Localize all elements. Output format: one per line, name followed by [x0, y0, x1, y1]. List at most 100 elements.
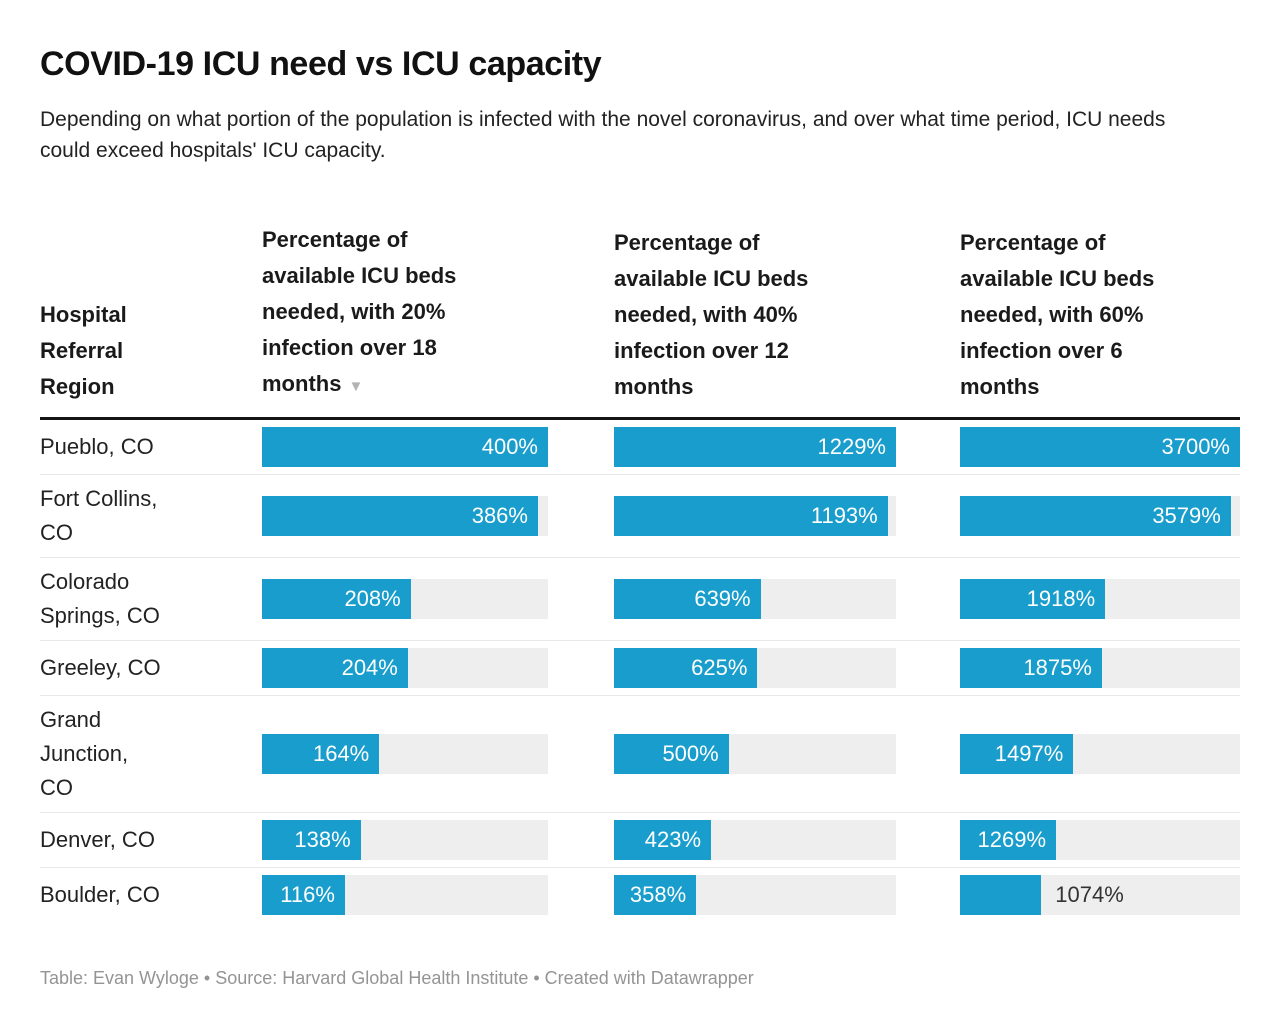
table-row: Denver, CO 138% 423% 1269% — [40, 813, 1240, 868]
bar-track: 1269% — [960, 820, 1240, 860]
value-bar: 1229% — [614, 427, 896, 467]
bar-value-label: 1875% — [1023, 655, 1092, 680]
bar-track: 358% — [614, 875, 896, 915]
bar-value-label: 3579% — [1152, 503, 1221, 528]
bar-cell: 1074% — [960, 875, 1240, 915]
bar-track: 208% — [262, 579, 548, 619]
column-header-20pct-18mo[interactable]: Percentage of available ICU beds needed,… — [262, 222, 474, 405]
table-row: Fort Collins, CO 386% 1193% 3579% — [40, 475, 1240, 558]
bar-value-label: 500% — [662, 741, 719, 766]
region-label: Greeley, CO — [40, 655, 161, 680]
value-bar: 208% — [262, 579, 411, 619]
region-cell: Grand Junction, CO — [40, 703, 262, 805]
bar-cell: 3700% — [960, 427, 1240, 467]
bar-track: 1074% — [960, 875, 1240, 915]
column-header-40pct-12mo[interactable]: Percentage of available ICU beds needed,… — [614, 225, 826, 405]
bar-track: 500% — [614, 734, 896, 774]
bar-cell: 500% — [614, 734, 960, 774]
bar-track: 1229% — [614, 427, 896, 467]
bar-value-label: 358% — [629, 882, 687, 907]
value-bar: 639% — [614, 579, 761, 619]
table-header-row: Hospital Referral Region Percentage of a… — [40, 222, 1240, 420]
region-cell: Colorado Springs, CO — [40, 565, 262, 633]
bar-value-label: 400% — [481, 434, 538, 459]
value-bar: 625% — [614, 648, 758, 688]
bar-cell: 423% — [614, 820, 960, 860]
bar-value-label: 625% — [691, 655, 748, 680]
bar-value-label: 1269% — [977, 827, 1047, 852]
bar-value-label: 1497% — [994, 741, 1064, 766]
bar-cell: 1269% — [960, 820, 1240, 860]
bar-track: 116% — [262, 875, 548, 915]
column-header-60pct-6mo[interactable]: Percentage of available ICU beds needed,… — [960, 225, 1172, 405]
column-header-40pct-12mo-label: Percentage of available ICU beds needed,… — [614, 230, 809, 399]
icu-capacity-table: Hospital Referral Region Percentage of a… — [40, 222, 1240, 922]
value-bar: 116% — [262, 875, 345, 915]
value-bar: 1269% — [960, 820, 1057, 860]
bar-cell: 208% — [262, 579, 614, 619]
bar-value-label: 1918% — [1026, 586, 1096, 611]
bar-value-label: 3700% — [1161, 434, 1230, 459]
table-row: Grand Junction, CO 164% 500% 1497% — [40, 696, 1240, 813]
table-row: Greeley, CO 204% 625% 1875% — [40, 641, 1240, 696]
bar-track: 1193% — [614, 496, 896, 536]
sort-descending-icon: ▼ — [348, 378, 364, 395]
value-bar: 1918% — [960, 579, 1106, 619]
bar-cell: 400% — [262, 427, 614, 467]
bar-value-label: 1074% — [1055, 882, 1124, 907]
bar-track: 386% — [262, 496, 548, 536]
value-bar: 386% — [262, 496, 538, 536]
bar-track: 3579% — [960, 496, 1240, 536]
value-bar: 3579% — [960, 496, 1231, 536]
value-bar: 164% — [262, 734, 380, 774]
column-header-20pct-18mo-label: Percentage of available ICU beds needed,… — [262, 227, 457, 396]
bar-track: 423% — [614, 820, 896, 860]
bar-cell: 1875% — [960, 648, 1240, 688]
bar-track: 400% — [262, 427, 548, 467]
column-header-60pct-6mo-label: Percentage of available ICU beds needed,… — [960, 230, 1155, 399]
table-row: Pueblo, CO 400% 1229% 3700% — [40, 420, 1240, 475]
bar-cell: 358% — [614, 875, 960, 915]
bar-value-label: 1229% — [817, 434, 886, 459]
value-bar: 138% — [262, 820, 361, 860]
bar-value-label: 204% — [341, 655, 398, 680]
bar-cell: 1918% — [960, 579, 1240, 619]
value-bar: 500% — [614, 734, 729, 774]
bar-track: 204% — [262, 648, 548, 688]
column-header-region[interactable]: Hospital Referral Region — [40, 297, 180, 405]
region-label: Grand Junction, CO — [40, 707, 129, 800]
bar-cell: 1229% — [614, 427, 960, 467]
bar-cell: 1497% — [960, 734, 1240, 774]
bar-track: 1918% — [960, 579, 1240, 619]
bar-track: 138% — [262, 820, 548, 860]
region-cell: Pueblo, CO — [40, 430, 262, 464]
table-body: Pueblo, CO 400% 1229% 3700% Fort Collins, CO… — [40, 420, 1240, 922]
table-row: Colorado Springs, CO 208% 639% 1918% — [40, 558, 1240, 641]
value-bar — [960, 875, 1042, 915]
value-bar: 3700% — [960, 427, 1240, 467]
bar-value-label: 423% — [644, 827, 702, 852]
bar-cell: 639% — [614, 579, 960, 619]
value-bar: 1875% — [960, 648, 1102, 688]
region-cell: Fort Collins, CO — [40, 482, 262, 550]
value-bar: 400% — [262, 427, 548, 467]
bar-track: 164% — [262, 734, 548, 774]
bar-track: 1875% — [960, 648, 1240, 688]
bar-track: 625% — [614, 648, 896, 688]
column-header-region-label: Hospital Referral Region — [40, 302, 127, 399]
bar-cell: 625% — [614, 648, 960, 688]
bar-cell: 116% — [262, 875, 614, 915]
bar-cell: 204% — [262, 648, 614, 688]
region-label: Fort Collins, CO — [40, 486, 158, 545]
region-label: Boulder, CO — [40, 882, 160, 907]
value-bar: 358% — [614, 875, 697, 915]
table-row: Boulder, CO 116% 358% 1074% — [40, 868, 1240, 922]
region-cell: Denver, CO — [40, 823, 262, 857]
region-label: Denver, CO — [40, 827, 155, 852]
bar-value-label: 386% — [471, 503, 528, 528]
bar-cell: 138% — [262, 820, 614, 860]
bar-value-label: 138% — [294, 827, 351, 852]
bar-value-label: 1193% — [810, 503, 878, 528]
bar-value-label: 208% — [344, 586, 401, 611]
